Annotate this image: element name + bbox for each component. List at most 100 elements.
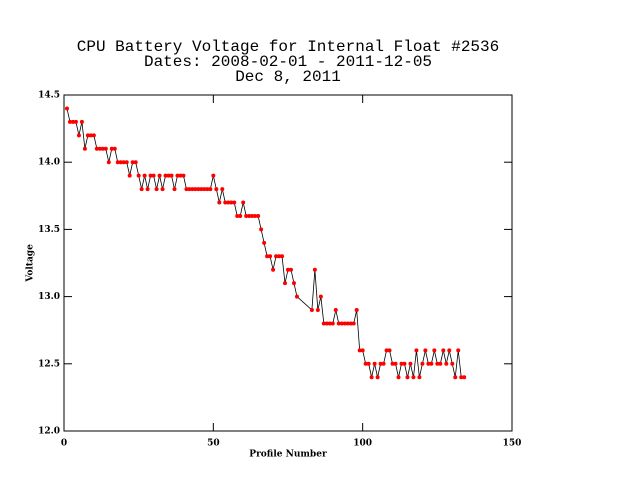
data-point (109, 146, 114, 151)
data-point (459, 375, 464, 380)
data-point (127, 173, 132, 178)
data-point (423, 348, 428, 353)
y-tick-label: 12.5 (38, 359, 60, 369)
y-tick-label: 12.0 (38, 427, 60, 437)
data-point (136, 173, 141, 178)
x-tick-label: 0 (61, 439, 67, 449)
data-point (456, 348, 461, 353)
data-point (253, 213, 258, 218)
y-axis-label: Voltage (26, 244, 36, 283)
data-point (327, 321, 332, 326)
data-point (318, 294, 323, 299)
data-point (82, 146, 87, 151)
data-point (238, 213, 243, 218)
data-point (262, 240, 267, 245)
y-tick-label: 13.5 (38, 225, 60, 235)
data-point (157, 173, 162, 178)
data-point (321, 321, 326, 326)
data-point (396, 375, 401, 380)
data-point (211, 173, 216, 178)
data-point (97, 146, 102, 151)
data-point (372, 361, 377, 366)
data-point (354, 308, 359, 313)
data-point (85, 133, 90, 138)
data-point (441, 348, 446, 353)
data-point (390, 361, 395, 366)
data-point (190, 187, 195, 192)
data-point (453, 375, 458, 380)
chart-date: Dec 8, 2011 (235, 68, 341, 86)
data-point (369, 375, 374, 380)
data-point (88, 133, 93, 138)
data-point (336, 321, 341, 326)
data-point (139, 187, 144, 192)
data-point (348, 321, 353, 326)
data-point (241, 200, 246, 205)
data-point (202, 187, 207, 192)
data-point (115, 160, 120, 165)
data-point (330, 321, 335, 326)
data-point (417, 375, 422, 380)
data-point (169, 173, 174, 178)
data-point (217, 200, 222, 205)
data-point (223, 200, 228, 205)
data-point (381, 361, 386, 366)
data-point (103, 146, 108, 151)
data-point (199, 187, 204, 192)
y-tick-label: 14.0 (38, 158, 60, 168)
data-point (73, 119, 78, 124)
data-point (148, 173, 153, 178)
data-point (112, 146, 117, 151)
data-point (274, 254, 279, 259)
data-point (67, 119, 72, 124)
data-point (229, 200, 234, 205)
data-point (333, 308, 338, 313)
data-point (345, 321, 350, 326)
data-point (196, 187, 201, 192)
data-point (271, 267, 276, 272)
data-point (265, 254, 270, 259)
data-point (235, 213, 240, 218)
data-point (277, 254, 282, 259)
data-point (244, 213, 249, 218)
data-point (411, 375, 416, 380)
data-point (214, 187, 219, 192)
y-tick-label: 13.0 (38, 292, 60, 302)
data-point (426, 361, 431, 366)
data-point (94, 146, 99, 151)
data-point (184, 187, 189, 192)
data-point (142, 173, 147, 178)
data-point (100, 146, 105, 151)
data-point (414, 348, 419, 353)
data-point (232, 200, 237, 205)
data-point (208, 187, 213, 192)
data-point (312, 267, 317, 272)
data-point (220, 187, 225, 192)
data-point (70, 119, 75, 124)
x-tick-label: 150 (503, 439, 522, 449)
data-point (268, 254, 273, 259)
data-point (432, 348, 437, 353)
data-point (375, 375, 380, 380)
data-point (250, 213, 255, 218)
data-point (118, 160, 123, 165)
data-point (447, 348, 452, 353)
chart-title: CPU Battery Voltage for Internal Float #… (77, 38, 499, 56)
x-tick-label: 50 (207, 439, 220, 449)
data-point (408, 361, 413, 366)
data-point (181, 173, 186, 178)
data-point (280, 254, 285, 259)
data-point (133, 160, 138, 165)
data-point (438, 361, 443, 366)
data-point (429, 361, 434, 366)
data-point (154, 187, 159, 192)
data-point (283, 281, 288, 286)
data-point (339, 321, 344, 326)
data-point (387, 348, 392, 353)
data-point (91, 133, 96, 138)
data-point (360, 348, 365, 353)
data-point (462, 375, 467, 380)
data-point (172, 187, 177, 192)
data-point (247, 213, 252, 218)
